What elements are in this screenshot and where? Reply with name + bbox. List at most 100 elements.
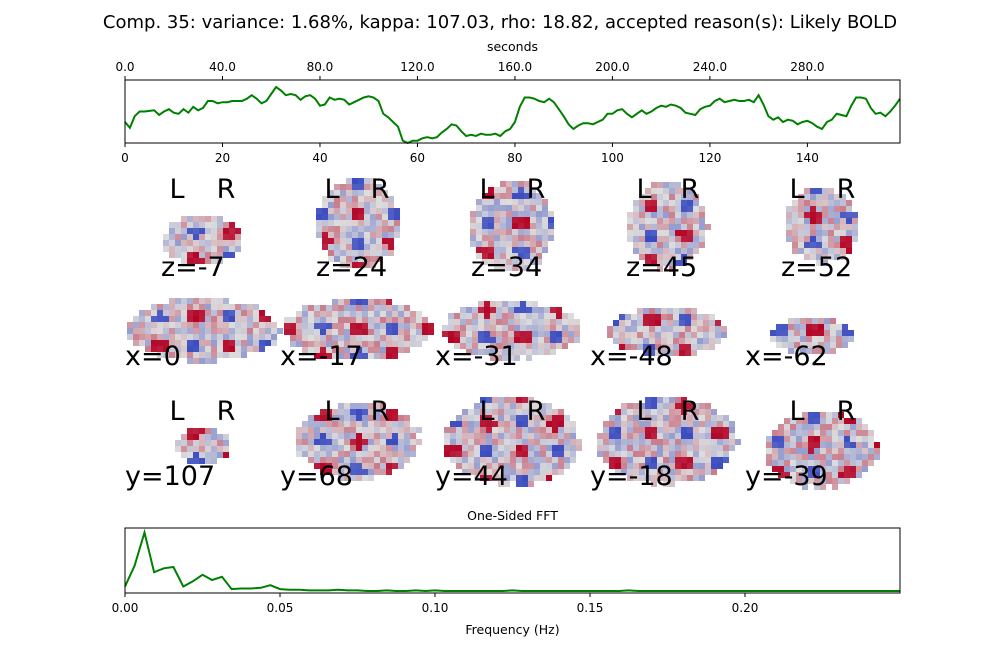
voxel [548,235,554,241]
voxel [344,341,350,347]
voxel [370,208,376,214]
voxel [669,188,675,194]
voxel [392,427,398,433]
voxel [320,463,326,469]
voxel [356,347,362,353]
voxel [558,433,564,439]
voxel [356,335,362,341]
voxel [296,311,302,317]
voxel [271,340,277,346]
voxel [308,305,314,311]
voxel [444,439,450,445]
voxel [350,445,356,451]
voxel [828,200,834,206]
voxel [546,421,552,427]
voxel [792,206,798,212]
voxel [504,433,510,439]
voxel [259,322,265,328]
voxel [181,228,187,234]
voxel [462,445,468,451]
voxel [705,445,711,451]
voxel [792,248,798,254]
voxel [374,433,380,439]
voxel [705,451,711,457]
voxel [798,200,804,206]
voxel [229,310,235,316]
slice-coordinate-label: x=-31 [435,341,518,372]
voxel [187,434,193,440]
voxel [392,457,398,463]
voxel [645,403,651,409]
voxel [498,469,504,475]
voxel [558,445,564,451]
voxel [524,241,530,247]
voxel [828,254,834,260]
voxel [338,475,344,481]
voxel [562,343,568,349]
voxel [480,451,486,457]
voxel [834,248,840,254]
voxel [792,230,798,236]
voxel [175,228,181,234]
voxel [326,439,332,445]
voxel [687,457,693,463]
voxel [350,409,356,415]
voxel [356,329,362,335]
voxel [790,442,796,448]
voxel [852,236,858,242]
voxel [498,445,504,451]
voxel [476,253,482,259]
voxel [794,330,800,336]
voxel [350,311,356,317]
voxel [675,445,681,451]
voxel [486,433,492,439]
voxel [544,319,550,325]
voxel [540,439,546,445]
voxel [657,457,663,463]
voxel [645,230,651,236]
voxel [352,214,358,220]
voxel [374,329,380,335]
voxel [460,343,466,349]
voxel [564,457,570,463]
voxel [229,304,235,310]
voxel [524,217,530,223]
voxel [693,475,699,481]
voxel [651,212,657,218]
voxel [657,421,663,427]
voxel [290,329,296,335]
voxel [476,229,482,235]
voxel [788,324,794,330]
voxel [145,310,151,316]
voxel [462,439,468,445]
voxel [386,457,392,463]
voxel [699,421,705,427]
voxel [223,340,229,346]
voxel [217,222,223,228]
voxel [344,451,350,457]
voxel [416,323,422,329]
voxel [314,457,320,463]
voxel [163,316,169,322]
voxel [657,260,663,266]
voxel [723,427,729,433]
voxel [661,332,667,338]
voxel [500,223,506,229]
voxel [699,469,705,475]
orient-left-label: L [324,174,339,205]
voxel [205,428,211,434]
voxel [675,457,681,463]
voxel [846,242,852,248]
voxel [516,421,522,427]
voxel [392,421,398,427]
voxel [651,248,657,254]
voxel [621,427,627,433]
voxel [830,330,836,336]
voxel [350,475,356,481]
voxel [705,421,711,427]
voxel [314,353,320,359]
voxel [655,338,661,344]
voxel [382,208,388,214]
voxel [840,206,846,212]
orient-right-label: R [527,174,546,205]
